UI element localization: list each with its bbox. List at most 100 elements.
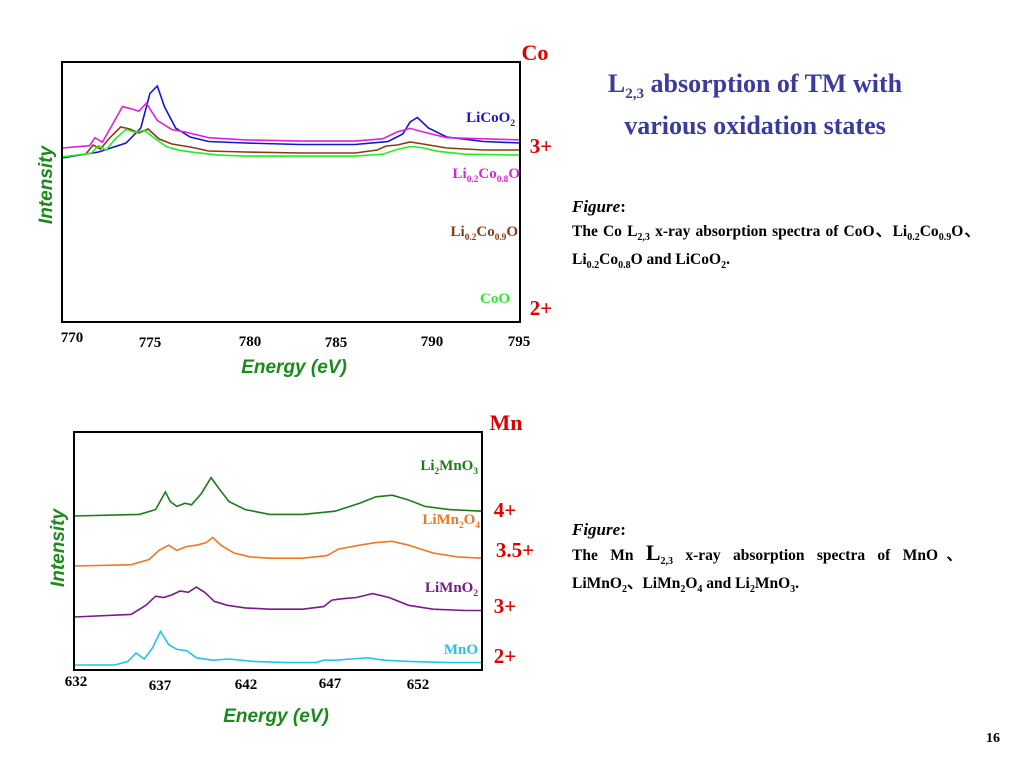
co-caption-seg: x-ray absorption spectra of CoO、Li [649,223,908,240]
mn-caption-sub: 2 [749,584,755,596]
co-series-label-1-part: LiCoO [466,110,510,126]
co-caption-seg: The Co L [572,223,638,240]
title-rest: absorption of TM with [643,69,903,98]
mn-caption-heading: Figure: [572,520,962,540]
co-xtick-label: 785 [325,335,348,351]
mn-xtick-label: 647 [319,676,342,692]
mn-caption-sub: 2 [621,584,627,596]
mn-series-label-4: MnO [444,642,478,658]
co-caption-sub: 2,3 [637,232,650,244]
co-xtick-label: 780 [239,334,262,350]
co-caption-seg: O and LiCoO [630,251,722,269]
mn-series-label-2: LiMn2O4 [422,512,480,531]
co-xtick-label: 770 [61,330,84,346]
mn-caption-figure-label: Figure [572,520,621,539]
title-subscript: 2,3 [625,86,644,103]
co-caption-text: The Co L2,3 x-ray absorption spectra of … [572,221,980,277]
mn-series-line-1 [74,476,482,517]
mn-series-line-4 [74,629,482,666]
mn-series-label-3-part: LiMnO [425,580,473,596]
mn-series-label-1-subscript: 2 [435,467,440,477]
mn-caption-sub: 3 [790,584,796,596]
co-series-line-2 [62,101,520,149]
co-series-label-2-part: Li [453,166,467,182]
co-series-label-3-subscript: 0.2 [465,233,477,243]
mn-x-axis-title: Energy (eV) [223,706,329,727]
co-series-label-2-part: O [508,166,520,182]
mn-caption-seg: and Li [702,575,750,593]
mn-caption-text: The Mn L2,3 x-ray absorption spectra of … [572,542,962,601]
mn-caption-sub: 4 [697,584,703,596]
mn-caption-seg: O [685,575,698,593]
co-series-label-2-part: Co [478,166,496,182]
co-series-label-1: LiCoO2 [466,110,515,129]
co-oxidation-label: 3+ [530,134,552,158]
co-caption-sub: 0.8 [618,260,631,272]
co-oxidation-label: 2+ [530,296,552,320]
co-series-label-3-part: Co [476,224,494,240]
mn-xtick-label: 652 [407,677,430,693]
mn-caption-seg-large: L [645,540,661,565]
mn-xtick-label: 642 [235,677,258,693]
mn-series-label-1: Li2MnO3 [420,458,478,477]
co-series-line-3 [62,126,520,158]
co-caption-sub: 2 [721,260,727,272]
co-series-label-4: CoO [480,291,510,307]
co-element-label: Co [522,40,549,65]
co-series-label-1-subscript: 2 [510,119,515,129]
mn-series-label-1-part: Li [420,458,434,474]
mn-caption-seg: 、LiMn [626,575,681,593]
mn-oxidation-label: 4+ [494,498,516,522]
mn-caption-seg: x-ray absorption spectra of MnO、LiMnO [572,547,962,593]
co-caption-figure-label: Figure [572,197,621,216]
slide-title-line-2: various oxidation states [624,111,886,141]
mn-caption-sub: 2,3 [660,556,674,568]
co-caption-seg: . [726,251,730,269]
co-caption-seg: O、Li [572,223,981,269]
mn-oxidation-label: 3.5+ [496,538,534,562]
slide-title-line-1: L2,3 absorption of TM with [560,68,950,110]
co-series-label-3-part: O [506,224,518,240]
co-caption-seg: Co [919,223,939,240]
mn-series-line-3 [74,586,482,618]
co-series-line-4 [62,128,520,158]
mn-series-label-1-subscript: 3 [473,467,478,477]
page-number: 16 [986,731,1000,746]
co-plot-frame [61,61,521,323]
mn-series-label-3-subscript: 2 [473,589,478,599]
mn-plot-frame [73,431,483,671]
mn-series-label-2-subscript: 2 [459,521,464,531]
co-xtick-label: 775 [139,335,162,351]
co-series-line-1 [62,84,520,159]
co-series-label-4-part: CoO [480,291,510,307]
mn-series-label-4-part: MnO [444,642,478,658]
mn-oxidation-label: 3+ [494,594,516,618]
mn-element-label: Mn [490,410,523,435]
co-series-label-3: Li0.2Co0.9O [451,224,518,243]
mn-caption-sub: 2 [680,584,686,596]
mn-series-label-3: LiMnO2 [425,580,478,599]
co-y-axis-title: Intensity [36,145,57,225]
co-xtick-label: 790 [421,334,444,350]
co-caption-sub: 0.2 [907,232,920,244]
mn-xtick-label: 637 [149,678,172,694]
co-x-axis-title: Energy (eV) [241,357,347,378]
mn-caption-seg: . [795,575,799,593]
title-l: L [607,69,626,98]
mn-series-line-2 [74,536,482,567]
mn-series-label-2-part: O [464,512,476,528]
mn-series-label-2-part: LiMn [422,512,459,528]
co-series-label-3-part: Li [451,224,465,240]
mn-y-axis-title: Intensity [48,508,69,588]
mn-caption-seg: The Mn [572,547,646,564]
mn-xtick-label: 632 [65,674,88,690]
co-caption-sub: 0.2 [586,260,600,272]
mn-series-label-2-subscript: 4 [475,521,480,531]
mn-caption: Figure: The Mn L2,3 x-ray absorption spe… [572,520,962,601]
co-series-label-2-subscript: 0.8 [497,175,509,185]
co-caption-heading: Figure: [572,197,980,217]
co-series-label-2-subscript: 0.2 [467,175,479,185]
